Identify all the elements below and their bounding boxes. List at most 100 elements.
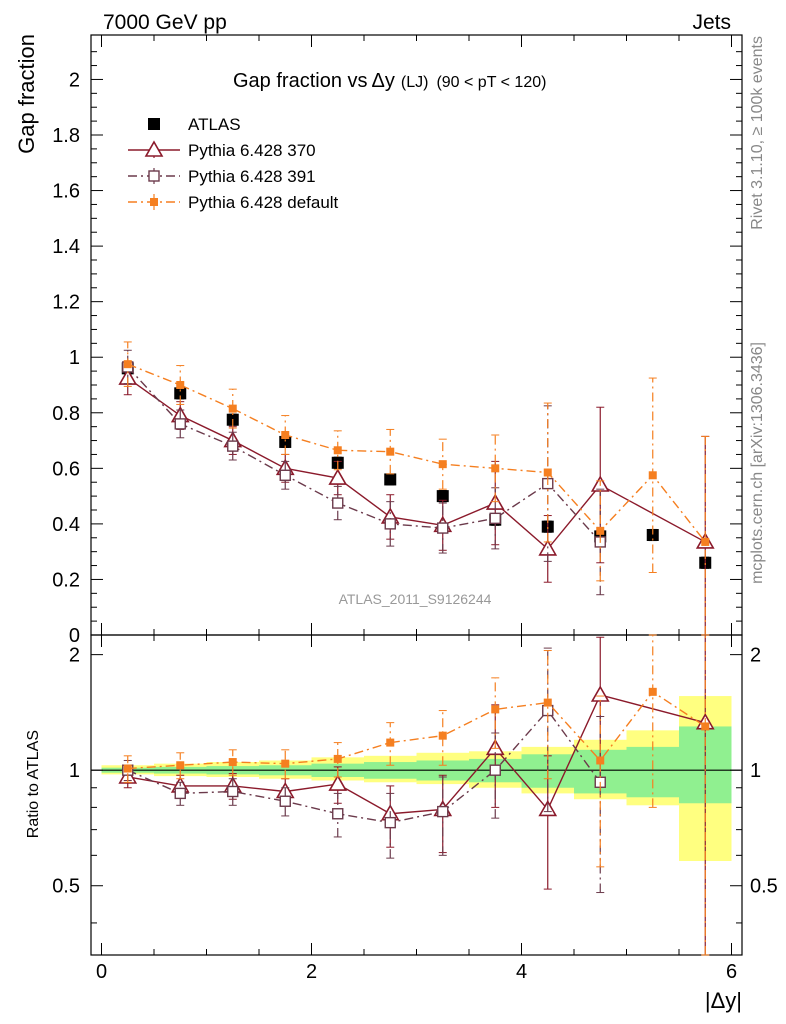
data-point xyxy=(491,464,500,473)
data-point xyxy=(386,738,395,747)
rivet-label: Rivet 3.1.10, ≥ 100k events xyxy=(749,36,766,230)
y-tick-label: 1.4 xyxy=(52,236,80,258)
y-tick-label: 1.8 xyxy=(52,125,80,147)
x-tick-label: 2 xyxy=(306,961,317,983)
series-pythia-6-428-default xyxy=(123,634,710,956)
data-point xyxy=(333,754,342,763)
header-right: Jets xyxy=(692,11,731,34)
watermark: ATLAS_2011_S9126244 xyxy=(339,591,492,607)
mcplots-label: mcplots.cern.ch [arXiv:1306.3436] xyxy=(749,342,766,584)
title-main: Gap fraction vs xyxy=(233,70,368,92)
series-line xyxy=(127,363,706,543)
legend-entry: Pythia 6.428 default xyxy=(128,193,339,212)
x-axis-label: |Δy| xyxy=(705,988,742,1013)
legend-label: ATLAS xyxy=(188,115,241,134)
y-tick-label: 1 xyxy=(69,347,80,369)
data-point xyxy=(648,687,657,696)
data-point xyxy=(543,698,552,707)
y-tick-label: 0.8 xyxy=(52,403,80,425)
ratio-y-tick-label-right: 2 xyxy=(750,645,761,667)
data-point xyxy=(228,758,237,767)
series-line xyxy=(127,690,706,770)
y-tick-label: 1.6 xyxy=(52,181,80,203)
y-tick-label: 1.2 xyxy=(52,292,80,314)
ratio-y-tick-label-right: 1 xyxy=(750,760,761,782)
data-point xyxy=(437,805,449,818)
series-pythia-6-428-default xyxy=(123,341,710,636)
y-tick-label: 0.4 xyxy=(52,514,80,536)
legend-entry: Pythia 6.428 370 xyxy=(128,140,316,160)
ratio-y-tick-label-right: 0.5 xyxy=(750,876,778,898)
data-point xyxy=(596,756,605,765)
legend-label: Pythia 6.428 391 xyxy=(188,167,316,186)
ratio-y-tick-label: 2 xyxy=(69,645,80,667)
title-delta: Δy xyxy=(372,70,395,92)
legend-entry: Pythia 6.428 391 xyxy=(128,167,316,186)
data-point xyxy=(384,518,396,530)
data-point xyxy=(491,705,500,714)
data-point xyxy=(489,512,501,525)
data-point xyxy=(438,460,447,469)
legend-entry: ATLAS xyxy=(148,115,241,134)
data-point xyxy=(281,759,290,768)
data-point xyxy=(174,787,186,800)
data-point xyxy=(436,490,449,503)
header-left: 7000 GeV pp xyxy=(103,11,227,34)
data-point xyxy=(227,440,239,452)
y-tick-label: 0.6 xyxy=(52,458,80,480)
series-pythia-6-428-391 xyxy=(122,349,606,596)
data-point xyxy=(438,731,447,740)
data-point xyxy=(386,447,395,456)
data-point xyxy=(596,526,605,535)
x-tick-label: 0 xyxy=(96,961,107,983)
legend-marker xyxy=(148,118,160,130)
y-tick-label: 0 xyxy=(69,625,80,647)
title-lj: (LJ) xyxy=(401,74,429,91)
data-point xyxy=(328,468,348,485)
data-point xyxy=(174,387,187,400)
data-point xyxy=(174,418,186,430)
data-point xyxy=(176,381,185,389)
legend-marker xyxy=(144,140,164,157)
data-point xyxy=(333,446,342,455)
data-point xyxy=(279,469,291,481)
chart-title: Gap fraction vs Δy (LJ) (90 < pT < 120) xyxy=(233,70,546,92)
data-point xyxy=(279,795,291,807)
data-point xyxy=(384,816,396,829)
y-axis-label-bottom: Ratio to ATLAS xyxy=(25,730,42,838)
data-point xyxy=(648,471,657,480)
legend-label: Pythia 6.428 370 xyxy=(188,141,316,160)
data-point xyxy=(489,764,501,776)
ratio-panel: 0 2 4 6 0.5 0.5 1 1 2 2 xyxy=(52,634,778,983)
series-atlas xyxy=(121,362,712,569)
data-point xyxy=(701,537,710,546)
y-tick-label: 0.2 xyxy=(52,569,80,591)
data-point xyxy=(384,473,397,486)
data-point xyxy=(123,764,132,773)
data-point xyxy=(227,785,239,798)
main-panel: 0 0.2 0.4 0.6 0.8 1 1.2 1.4 1.6 1.8 2 xyxy=(52,34,743,647)
legend-label: Pythia 6.428 default xyxy=(188,193,339,212)
series-line xyxy=(127,377,706,550)
data-point xyxy=(332,497,344,509)
data-point xyxy=(328,774,348,791)
data-point xyxy=(332,808,344,820)
data-point xyxy=(176,761,185,770)
data-point xyxy=(701,722,710,731)
data-point xyxy=(281,431,290,439)
x-tick-label: 4 xyxy=(516,961,527,983)
ratio-y-tick-label: 1 xyxy=(69,760,80,782)
series-line xyxy=(127,709,601,824)
data-point xyxy=(590,685,610,702)
y-axis-label-top: Gap fraction xyxy=(14,34,39,154)
legend-marker xyxy=(148,170,160,182)
ratio-y-tick-label: 0.5 xyxy=(52,876,80,898)
y-tick-label: 2 xyxy=(69,69,80,91)
legend: ATLAS Pythia 6.428 370 Pythia 6.428 391 Pyt… xyxy=(128,115,339,212)
data-point xyxy=(437,522,449,534)
data-point xyxy=(123,360,132,369)
legend-marker xyxy=(150,198,158,206)
data-point xyxy=(228,404,237,413)
